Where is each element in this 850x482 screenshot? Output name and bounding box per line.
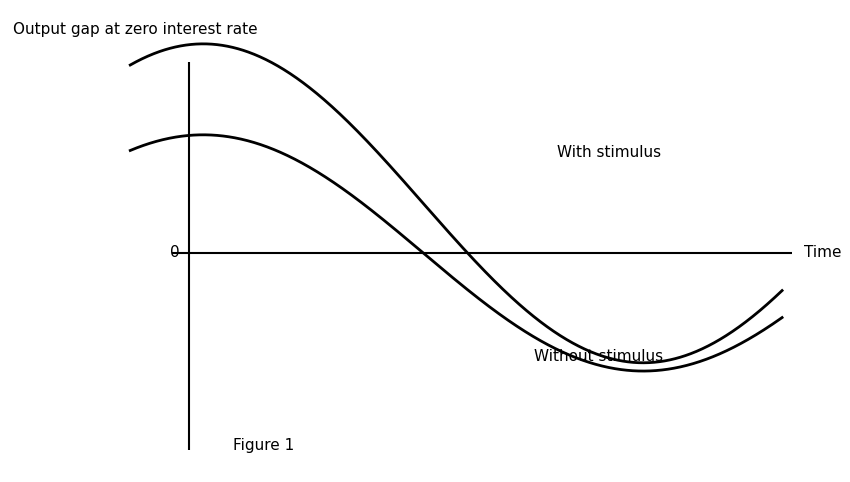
Text: Without stimulus: Without stimulus [535, 349, 664, 364]
Text: Figure 1: Figure 1 [233, 438, 294, 453]
Text: Output gap at zero interest rate: Output gap at zero interest rate [13, 22, 258, 37]
Text: 0: 0 [169, 245, 179, 260]
Text: With stimulus: With stimulus [558, 145, 661, 160]
Text: Time: Time [804, 245, 842, 260]
